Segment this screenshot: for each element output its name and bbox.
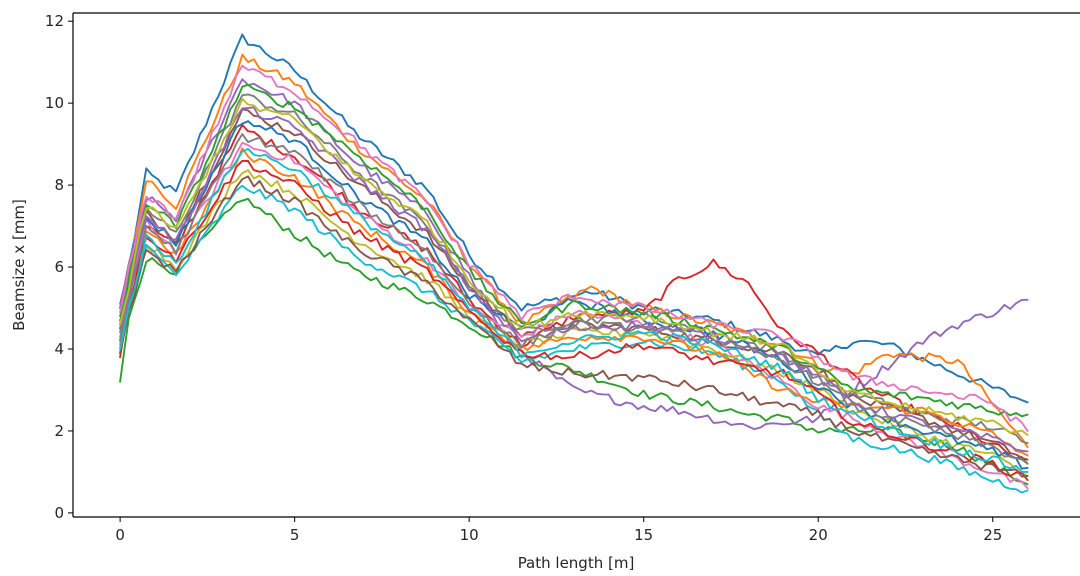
- series-line-14: [119, 159, 1029, 482]
- x-tick-label: 15: [634, 526, 653, 544]
- series-layer: [119, 33, 1029, 494]
- series-line-18: [119, 133, 1029, 465]
- y-axis-label: Beamsize x [mm]: [10, 199, 28, 331]
- series-line-16: [119, 175, 1029, 478]
- y-tick-label: 10: [45, 94, 64, 112]
- y-tick-label: 2: [54, 422, 64, 440]
- series-line-15: [119, 106, 1029, 453]
- axes-layer: [72, 12, 1080, 518]
- x-tick-label: 25: [983, 526, 1002, 544]
- y-tick-label: 8: [54, 176, 64, 194]
- series-line-7: [119, 141, 1029, 490]
- series-line-20: [119, 147, 1029, 473]
- y-tick-label: 4: [54, 340, 64, 358]
- series-line-5: [119, 78, 1029, 431]
- x-axis-label: Path length [m]: [518, 554, 635, 572]
- x-tick-label: 20: [809, 526, 828, 544]
- series-line-4: [119, 123, 1029, 465]
- series-line-12: [119, 147, 1029, 457]
- x-tick-label: 0: [115, 526, 125, 544]
- series-line-19: [119, 97, 1029, 436]
- y-tick-label: 6: [54, 258, 64, 276]
- series-line-1: [119, 33, 1029, 404]
- x-tick-label: 10: [460, 526, 479, 544]
- series-line-8: [119, 93, 1029, 445]
- y-tick-label: 0: [54, 504, 64, 522]
- ticks-layer: 0 5 10 15 20 25 0 2 4 6 8 10 12: [45, 12, 1002, 544]
- series-line-17: [119, 64, 1029, 432]
- x-tick-label: 5: [290, 526, 300, 544]
- y-tick-label: 12: [45, 12, 64, 30]
